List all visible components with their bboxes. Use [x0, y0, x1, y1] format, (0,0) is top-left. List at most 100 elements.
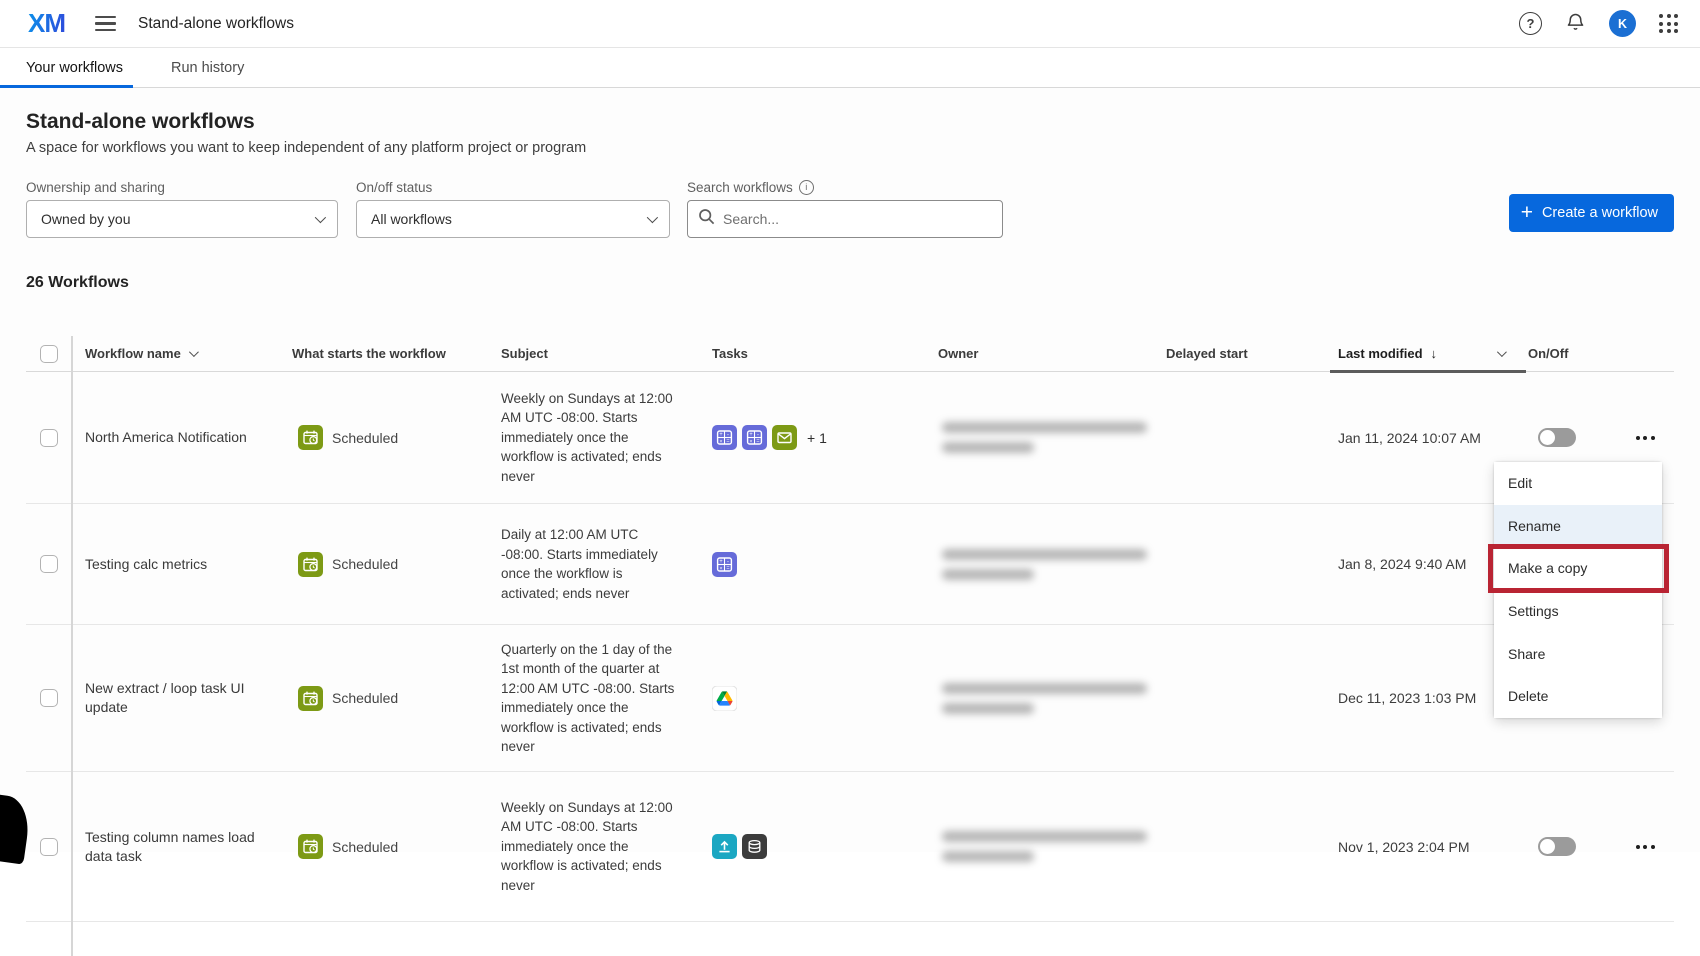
table-row: North America Notification Scheduled Wee… — [26, 372, 1674, 504]
google-drive-task-icon — [712, 685, 737, 711]
calculation-task-icon: + - × = — [742, 425, 767, 450]
subject-text: Daily at 12:00 AM UTC -08:00. Starts imm… — [501, 527, 658, 601]
workflow-name[interactable]: Testing calc metrics — [85, 555, 208, 572]
upload-task-icon — [712, 834, 737, 859]
svg-text:-: - — [727, 431, 729, 438]
delayed-start-cell — [1166, 772, 1338, 921]
trigger-label: Scheduled — [332, 556, 399, 572]
last-modified: Dec 11, 2023 1:03 PM — [1338, 690, 1477, 706]
owner-redacted — [938, 372, 1166, 503]
search-icon — [698, 208, 715, 230]
tab-bar: Your workflows Run history — [0, 48, 1700, 88]
owner-redacted — [938, 772, 1166, 921]
svg-text:+: + — [719, 559, 723, 565]
svg-text:-: - — [727, 558, 729, 565]
tab-your-workflows[interactable]: Your workflows — [0, 48, 133, 88]
menu-item-delete[interactable]: Delete — [1494, 674, 1662, 718]
user-avatar[interactable]: K — [1609, 10, 1636, 37]
tasks-overflow-count: + 1 — [807, 429, 827, 446]
tasks-icons — [712, 772, 938, 921]
owner-redacted — [938, 625, 1166, 771]
col-workflow-name[interactable]: Workflow name — [72, 336, 292, 371]
svg-text:=: = — [756, 439, 759, 445]
sort-desc-arrow-icon: ↓ — [1430, 346, 1438, 361]
row-checkbox[interactable] — [40, 837, 58, 856]
table-row: New extract / loop task UI update Schedu… — [26, 625, 1674, 772]
create-workflow-button[interactable]: + Create a workflow — [1508, 194, 1674, 232]
col-last-modified[interactable]: Last modified ↓ — [1330, 336, 1528, 373]
tasks-icons: + - × = — [712, 504, 938, 624]
menu-item-share[interactable]: Share — [1494, 632, 1662, 675]
row-context-menu: Edit Rename Make a copy Settings Share D… — [1488, 462, 1669, 718]
notifications-bell-icon[interactable] — [1565, 10, 1586, 38]
workflows-table: Workflow name What starts the workflow S… — [26, 336, 1674, 956]
workflow-name[interactable]: Testing column names load data task — [85, 828, 255, 864]
col-subject: Subject — [501, 346, 548, 361]
delayed-start-cell — [1166, 372, 1338, 503]
chevron-down-icon[interactable] — [188, 347, 199, 358]
col-what-starts: What starts the workflow — [292, 346, 446, 361]
ownership-filter-select[interactable]: Owned by you — [26, 200, 338, 238]
scheduled-calendar-icon — [298, 834, 323, 859]
menu-item-make-a-copy[interactable]: Make a copy — [1488, 544, 1669, 593]
search-box — [687, 200, 1003, 238]
row-options-ellipsis-icon[interactable] — [1635, 435, 1655, 440]
workflow-count: 26 Workflows — [26, 274, 129, 291]
chevron-down-icon[interactable] — [1496, 347, 1507, 358]
svg-text:×: × — [749, 439, 752, 445]
col-owner: Owner — [938, 346, 979, 361]
col-actions — [1616, 336, 1674, 371]
status-filter-label: On/off status — [356, 180, 433, 195]
search-input[interactable] — [723, 211, 992, 227]
app-header: XM Stand-alone workflows ? K — [0, 0, 1700, 48]
svg-text:×: × — [719, 439, 722, 445]
row-checkbox[interactable] — [40, 428, 58, 447]
chevron-down-icon — [314, 211, 327, 224]
delayed-start-cell — [1166, 504, 1338, 624]
tab-run-history[interactable]: Run history — [170, 59, 245, 76]
scheduled-calendar-icon — [298, 551, 323, 577]
app-switcher-grid-icon[interactable] — [1659, 14, 1678, 33]
menu-item-rename[interactable]: Rename — [1494, 504, 1662, 548]
svg-text:+: + — [749, 432, 753, 438]
page-title: Stand-alone workflows — [26, 110, 255, 133]
scheduled-calendar-icon — [298, 425, 323, 450]
col-on-off: On/Off — [1528, 346, 1569, 361]
trigger-label: Scheduled — [332, 838, 399, 855]
main-content: Stand-alone workflows A space for workfl… — [0, 88, 1700, 956]
owner-redacted — [938, 504, 1166, 624]
delayed-start-cell — [1166, 625, 1338, 771]
on-off-toggle[interactable] — [1538, 428, 1576, 447]
trigger-label: Scheduled — [332, 429, 399, 446]
subject-text: Quarterly on the 1 day of the 1st month … — [501, 641, 675, 755]
row-checkbox[interactable] — [40, 689, 58, 707]
row-options-ellipsis-icon[interactable] — [1635, 844, 1655, 849]
help-icon[interactable]: ? — [1519, 12, 1542, 35]
select-all-checkbox[interactable] — [40, 344, 58, 363]
menu-item-edit[interactable]: Edit — [1494, 462, 1662, 505]
email-task-icon — [772, 425, 797, 450]
load-data-task-icon — [742, 834, 767, 859]
workflow-name[interactable]: New extract / loop task UI update — [85, 680, 245, 715]
tasks-icons: + - × = + - × = + 1 — [712, 372, 938, 503]
xm-logo[interactable]: XM — [28, 8, 66, 38]
info-icon[interactable]: i — [798, 180, 814, 195]
menu-item-settings[interactable]: Settings — [1494, 589, 1662, 633]
calculation-task-icon: + - × = — [712, 551, 737, 577]
subject-text: Weekly on Sundays at 12:00 AM UTC -08:00… — [501, 390, 673, 484]
scheduled-calendar-icon — [298, 685, 323, 711]
hamburger-menu-icon[interactable] — [95, 15, 116, 32]
table-row: Testing column names load data task Sche… — [26, 772, 1674, 922]
table-header-row: Workflow name What starts the workflow S… — [26, 336, 1674, 373]
row-checkbox[interactable] — [40, 555, 58, 573]
app-title: Stand-alone workflows — [138, 14, 294, 32]
last-modified: Jan 8, 2024 9:40 AM — [1338, 556, 1467, 572]
table-row: Testing calc metrics Scheduled Daily at … — [26, 504, 1674, 625]
workflow-name[interactable]: North America Notification — [85, 429, 247, 445]
on-off-toggle[interactable] — [1538, 837, 1576, 856]
chevron-down-icon — [646, 211, 659, 224]
subject-text: Weekly on Sundays at 12:00 AM UTC -08:00… — [501, 799, 673, 893]
page-subtitle: A space for workflows you want to keep i… — [26, 140, 587, 156]
last-modified: Nov 1, 2023 2:04 PM — [1338, 838, 1470, 855]
status-filter-select[interactable]: All workflows — [356, 200, 670, 238]
